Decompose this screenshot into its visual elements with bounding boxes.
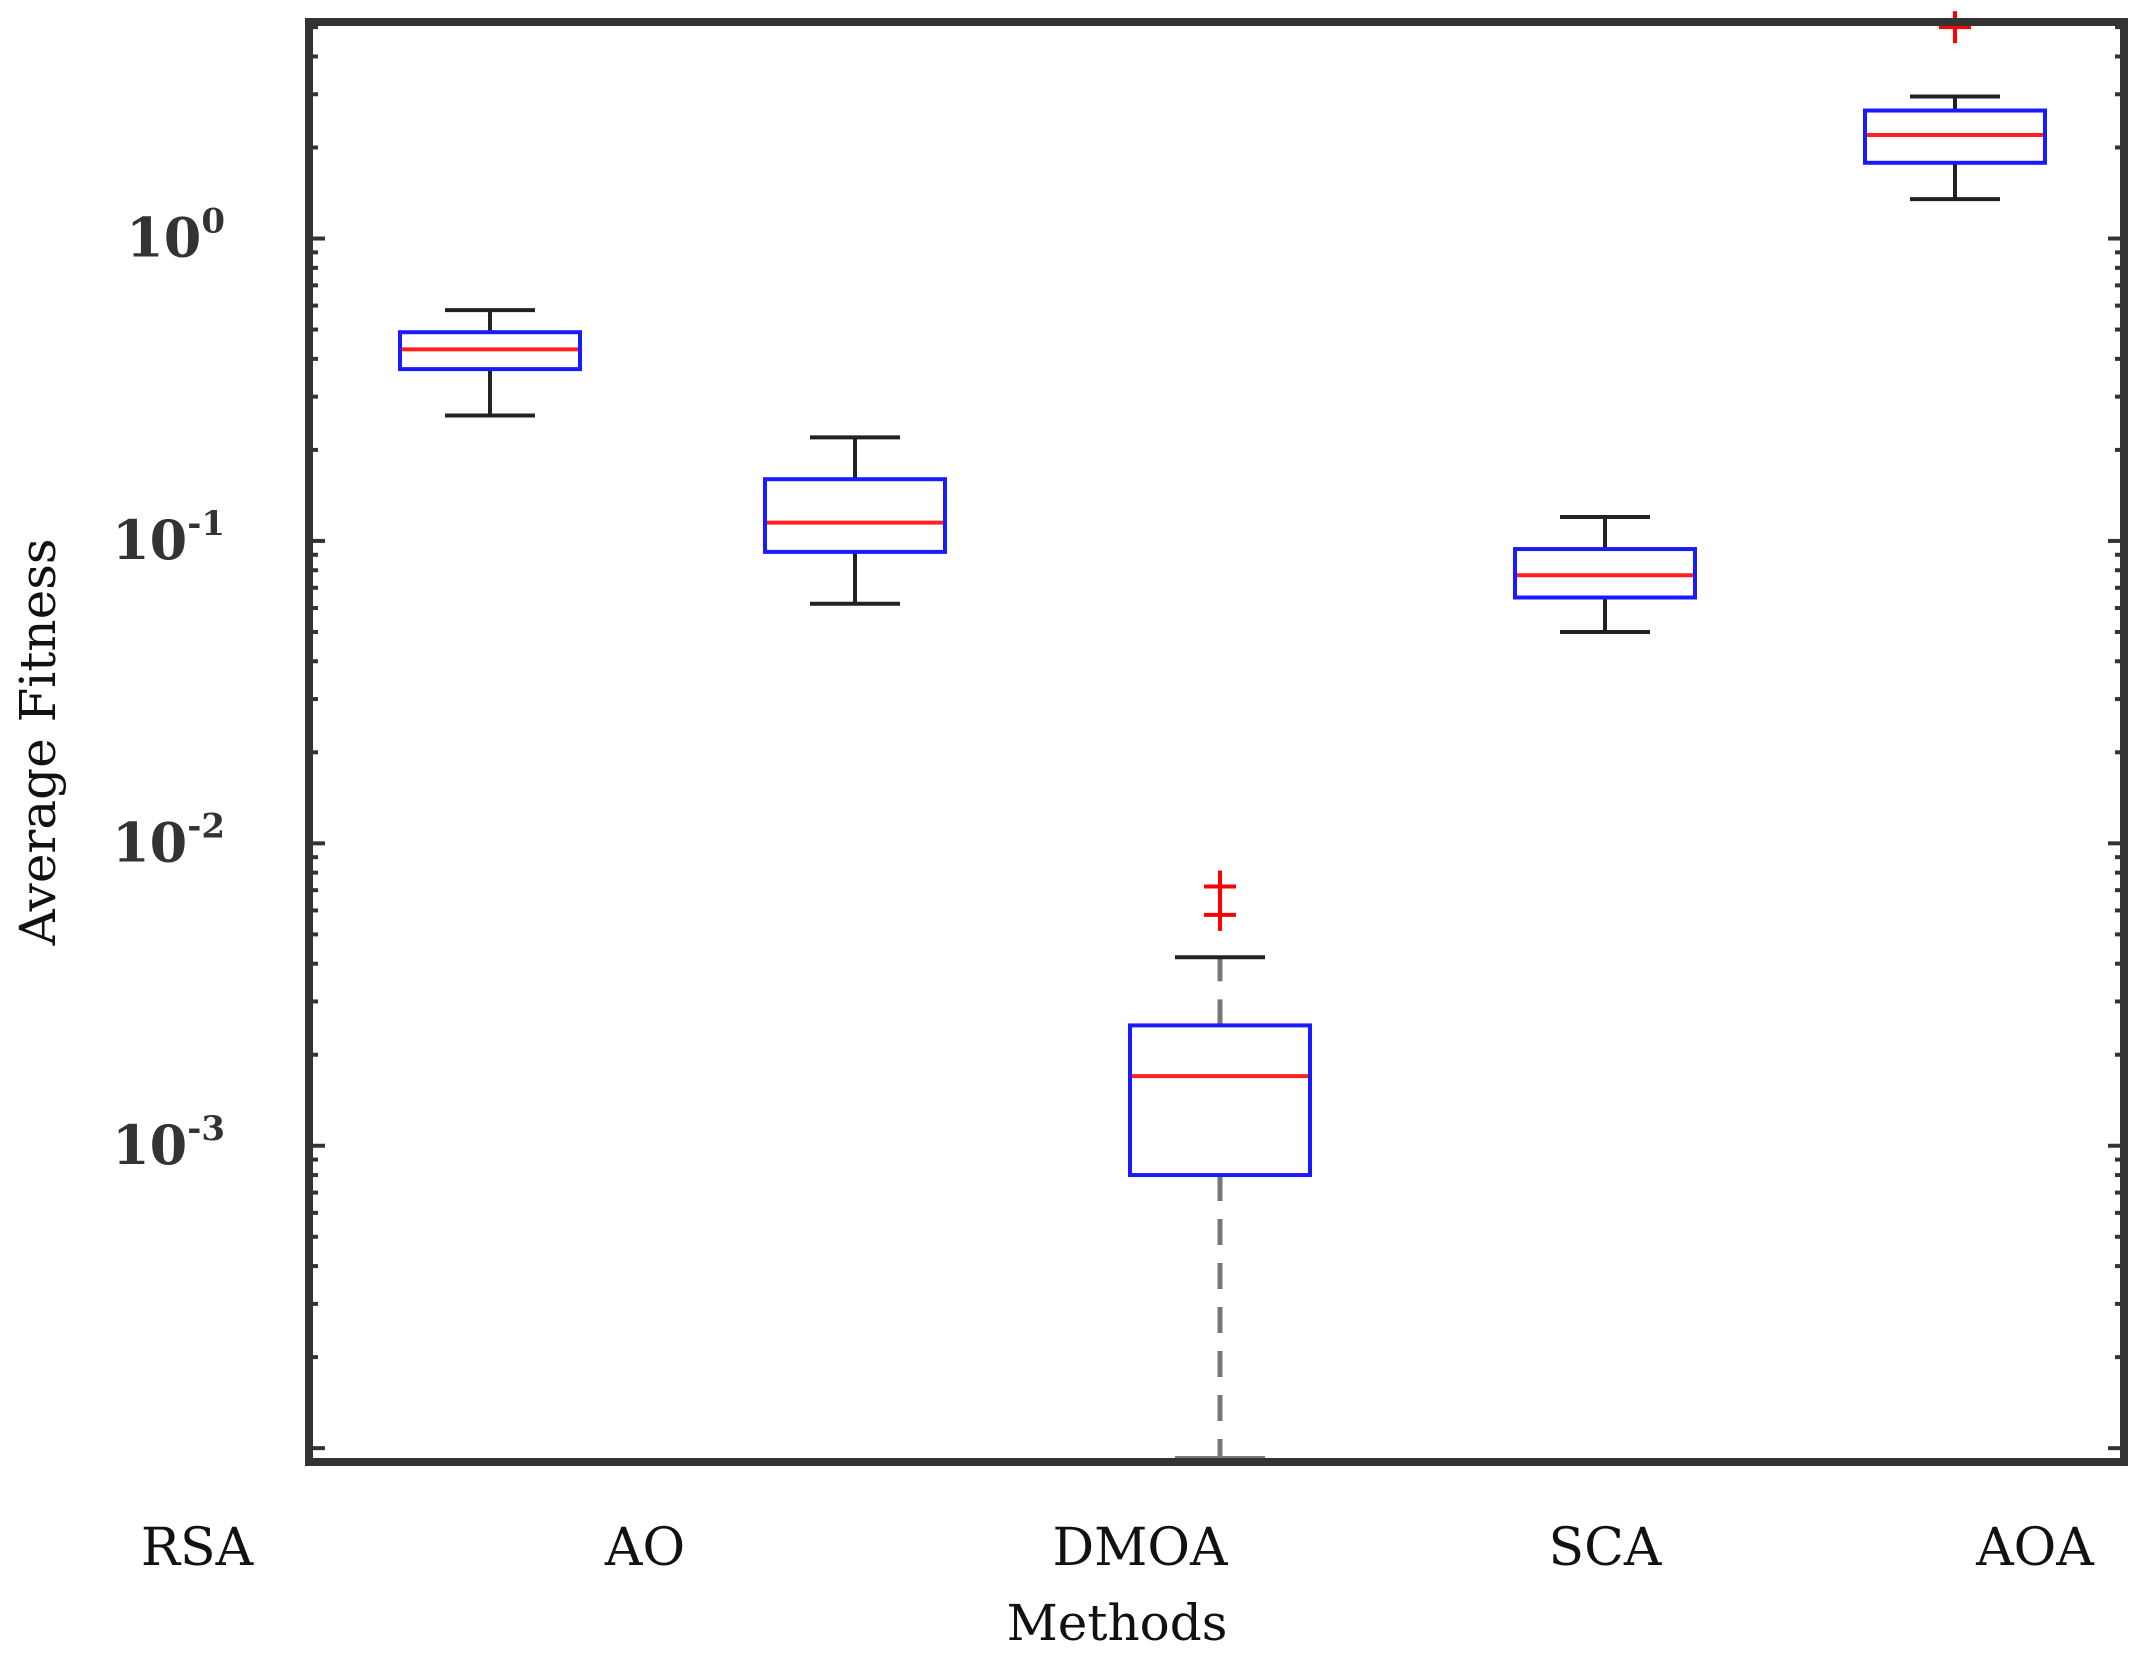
x-axis-title: Methods xyxy=(1007,1594,1228,1652)
boxes-layer xyxy=(398,11,2047,1460)
y-tick-label: 10-2 xyxy=(112,806,225,874)
tick-marks-layer xyxy=(309,25,2124,1451)
box-dmoa xyxy=(1128,870,1312,1460)
x-tick-label-ao: AO xyxy=(604,1518,685,1578)
y-tick-label: 10-3 xyxy=(112,1109,225,1177)
iqr-box xyxy=(763,477,947,554)
box-aoa xyxy=(1863,11,2047,202)
outlier-marker xyxy=(1939,11,1971,44)
x-tick-label-sca: SCA xyxy=(1549,1518,1663,1578)
y-tick-label: 100 xyxy=(126,202,225,270)
box-rsa xyxy=(398,308,582,418)
y-axis-title: Average Fitness xyxy=(9,538,67,946)
x-tick-label-aoa: AOA xyxy=(1975,1518,2095,1578)
iqr-box xyxy=(1128,1023,1312,1178)
outlier-marker xyxy=(1204,898,1236,931)
box-ao xyxy=(763,435,947,606)
outlier-marker xyxy=(1204,870,1236,903)
x-tick-label-dmoa: DMOA xyxy=(1052,1518,1229,1578)
plot-frame xyxy=(305,18,2128,1466)
y-tick-labels: 100 10-1 10-2 10-3 xyxy=(112,202,225,1177)
y-tick-label: 10-1 xyxy=(112,504,225,572)
x-tick-labels: RSA AO DMOA SCA AOA xyxy=(141,1518,2095,1578)
box-sca xyxy=(1513,514,1697,634)
x-tick-label-rsa: RSA xyxy=(141,1518,255,1578)
